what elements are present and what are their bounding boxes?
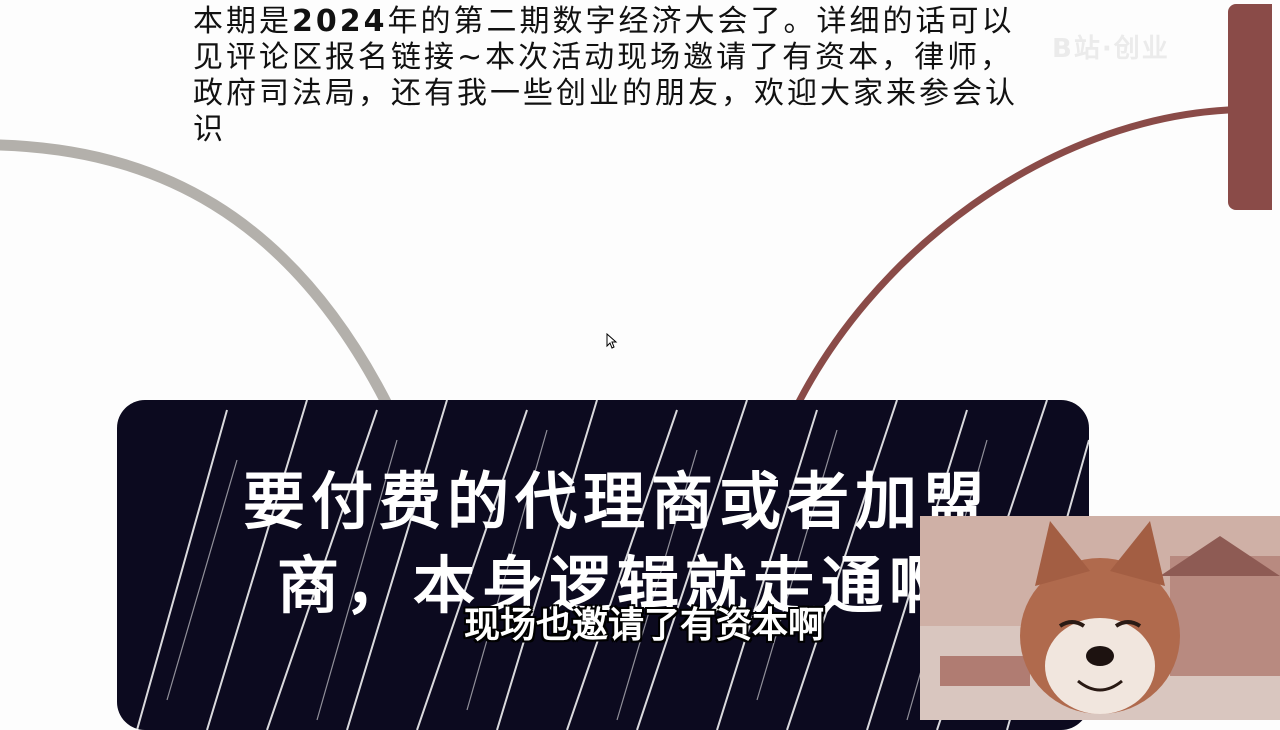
arrow-cursor-icon xyxy=(606,333,618,349)
card-headline: 要付费的代理商或者加盟商，本身逻辑就走通啊 xyxy=(242,465,991,622)
webcam-overlay xyxy=(920,516,1280,720)
intro-text-rest: 年的第二期数字经济大会了。详细的话可以见评论区报名链接~本次活动现场邀请了有资本… xyxy=(193,4,1018,147)
channel-watermark: B站·创业 xyxy=(1052,34,1170,64)
gray-connector-curve xyxy=(0,139,396,416)
side-panel xyxy=(1228,4,1272,210)
card-hatch-pattern xyxy=(136,400,1089,730)
red-connector-curve xyxy=(786,106,1232,424)
intro-year: 2024 xyxy=(292,4,388,39)
intro-text-start: 本期是 xyxy=(193,4,292,39)
intro-paragraph: 本期是2024年的第二期数字经济大会了。详细的话可以见评论区报名链接~本次活动现… xyxy=(193,4,1043,148)
shiba-dog-image xyxy=(920,516,1280,720)
video-subtitle: 现场也邀请了有资本啊 xyxy=(463,605,824,646)
